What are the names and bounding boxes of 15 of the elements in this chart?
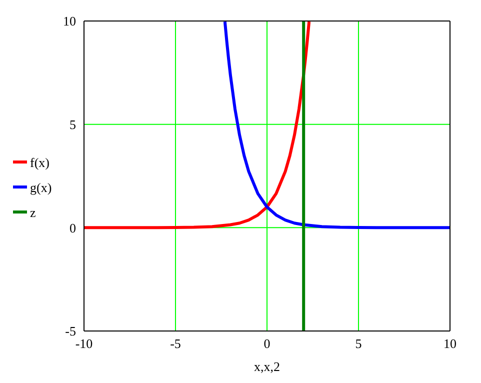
legend-label: f(x) (30, 154, 50, 170)
line-series (223, 21, 450, 230)
y-tick-label: 5 (70, 116, 76, 132)
line-series (84, 21, 311, 230)
legend-label: z (30, 204, 36, 220)
x-tick-label: -10 (75, 336, 93, 352)
x-tick-label: 5 (355, 336, 362, 352)
x-tick-label: 0 (264, 336, 270, 352)
legend-label: g(x) (30, 180, 52, 194)
y-tick-label: 0 (70, 220, 76, 236)
x-axis-title: x,x,2 (254, 359, 280, 374)
y-tick-label: -5 (65, 324, 76, 339)
y-tick-label: 10 (63, 14, 76, 29)
x-tick-label: -5 (170, 336, 181, 352)
x-tick-label: 10 (444, 336, 456, 352)
